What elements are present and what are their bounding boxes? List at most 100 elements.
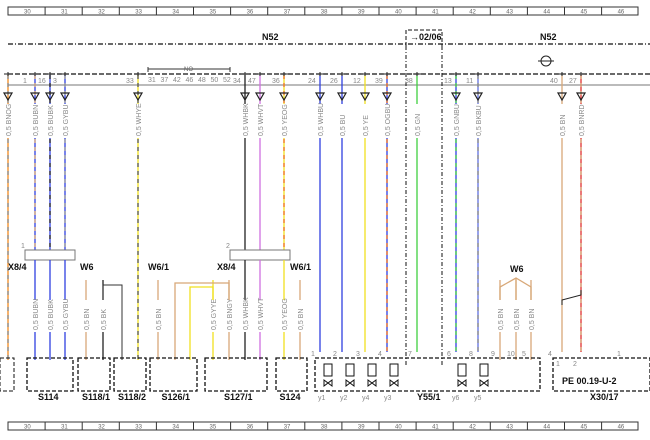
- wire-label: 0,5 OGBU: [385, 104, 392, 136]
- pin-number: 38: [405, 78, 413, 85]
- y55-pin-number: 8: [469, 351, 473, 358]
- pin-icon: [316, 72, 324, 76]
- column-number: 42: [469, 425, 476, 431]
- bracket-pin-number: 52: [223, 77, 231, 84]
- pin-number: 1: [23, 78, 27, 85]
- connector-arrow-icon: [254, 92, 266, 102]
- wire: 1 0,5 BUBN: [23, 72, 41, 250]
- column-number: 37: [284, 425, 291, 431]
- column-number: 43: [506, 10, 513, 16]
- label-bg: [383, 104, 391, 138]
- wire-label: 0,5 BN: [298, 309, 305, 330]
- column-number: 45: [581, 10, 588, 16]
- connector-arrow-icon: [575, 92, 587, 102]
- pin-number: 26: [330, 78, 338, 85]
- column-number: 33: [135, 425, 142, 431]
- label-bg: [452, 104, 460, 138]
- pin-icon: [46, 72, 54, 76]
- wire-label: 0,5 BKBU: [476, 105, 483, 136]
- label-bg: [296, 300, 304, 332]
- connector-arrow-icon: [314, 92, 326, 102]
- bracket-no: NO: [147, 67, 231, 73]
- wire-label: 0,5 WHBK: [243, 297, 250, 330]
- pin-icon: [280, 72, 288, 76]
- component-label: S114: [38, 392, 59, 402]
- pin-icon: [413, 72, 421, 76]
- wire-label: 0,5 YEOG: [282, 104, 289, 136]
- wire: 47 0,5 WHVT: [248, 72, 266, 250]
- valve-icon: [323, 363, 333, 377]
- label-bg: [256, 300, 264, 332]
- wire-label: 0,5 BK: [101, 309, 108, 330]
- pin-number: 39: [375, 78, 383, 85]
- connector-arrow-icon: [381, 92, 393, 102]
- wire-label: 0,5 YEOG: [282, 298, 289, 330]
- connector-label: W6: [80, 262, 94, 272]
- label-bg: [31, 104, 39, 138]
- bracket-pin-number: 46: [186, 77, 194, 84]
- column-number: 33: [135, 10, 142, 16]
- column-number: 32: [98, 425, 105, 431]
- bracket-pin-number: 50: [211, 77, 219, 84]
- connector-arrow-icon: [336, 92, 348, 102]
- pin-number: 16: [38, 78, 46, 85]
- wire-label: 0,5 WHYE: [136, 103, 143, 136]
- component-box: [149, 357, 198, 392]
- valve-label: y1: [318, 395, 326, 402]
- column-number: 31: [61, 425, 68, 431]
- valve-icon: [345, 363, 355, 377]
- column-number: 39: [358, 10, 365, 16]
- wire-label: 0,5 WHBK: [243, 103, 250, 136]
- label-bg: [134, 104, 142, 138]
- connector-label: X8/4: [217, 262, 236, 272]
- wire: 39 0,5 OGBU: [375, 72, 393, 352]
- pin-number: 36: [272, 78, 280, 85]
- label-bg: [338, 104, 346, 138]
- label-bg: [99, 300, 107, 332]
- twisted-pair-icon: [561, 290, 582, 305]
- x30-pin-number: 1: [617, 351, 621, 358]
- w6-splice: [499, 277, 532, 300]
- label-bg: [61, 300, 69, 332]
- valve-label: y3: [384, 395, 392, 402]
- label-bg: [413, 104, 421, 138]
- svg-text:NO: NO: [184, 67, 193, 73]
- connector-number: 2: [226, 243, 230, 250]
- component-box: [314, 357, 541, 392]
- valve-label: y6: [452, 395, 460, 402]
- wire-label: 0,5 GN: [415, 114, 422, 136]
- bracket-pin-number: 42: [173, 77, 181, 84]
- y55-pin-number: 3: [356, 351, 360, 358]
- wire-label: 0,5 BN: [498, 309, 505, 330]
- connector-label: X8/4: [8, 262, 27, 272]
- pin-icon: [558, 72, 566, 76]
- bracket-pin-number: 37: [161, 77, 169, 84]
- svg-text:→02/06: →02/06: [410, 32, 442, 42]
- label-bg: [82, 300, 90, 332]
- label-bg: [316, 104, 324, 138]
- pin-icon: [256, 72, 264, 76]
- label-bg: [577, 104, 585, 138]
- component-label: S126/1: [162, 392, 191, 402]
- module-label-n52-right: N52: [540, 32, 557, 42]
- connector-arrow-icon: [278, 92, 290, 102]
- pin-number: 12: [353, 78, 361, 85]
- bracket-pin-number: 31: [148, 77, 156, 84]
- valve-icon: [457, 363, 467, 377]
- wire-label: 0,5 GNBU: [454, 104, 461, 136]
- wire: 11 0,5 BKBU: [466, 72, 484, 352]
- wire: 27 0,5 BNRD: [569, 72, 587, 352]
- connector-x8-4: [229, 249, 291, 261]
- y55-pin-number: 2: [333, 351, 337, 358]
- column-number: 35: [210, 10, 217, 16]
- label-bg: [496, 300, 504, 332]
- wire-label: 0,5 BNOG: [6, 104, 13, 136]
- connector-arrow-icon: [239, 92, 251, 102]
- connector-label: W6: [510, 264, 524, 274]
- label-bg: [209, 300, 217, 332]
- x30-text: PE 00.19-U-2: [562, 376, 617, 386]
- pin-icon: [383, 72, 391, 76]
- label-bg: [46, 104, 54, 138]
- valve-symbol-icon: [345, 379, 355, 387]
- connector-label: W6/1: [148, 262, 169, 272]
